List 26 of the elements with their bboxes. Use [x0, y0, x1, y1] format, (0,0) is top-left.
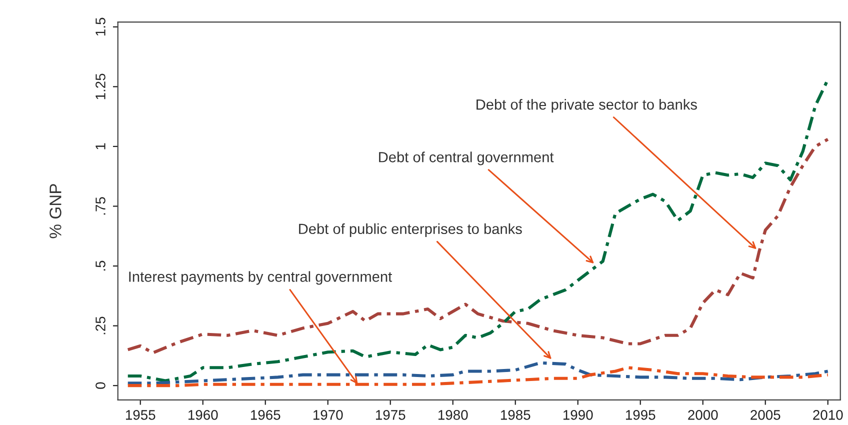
x-tick-label: 2010 — [813, 410, 843, 420]
x-tick-label: 2000 — [688, 410, 718, 420]
y-tick-label: 1.25 — [96, 74, 106, 100]
y-tick-label: .5 — [96, 260, 106, 271]
y-tick-label: 0 — [96, 382, 106, 389]
line-series — [126, 138, 830, 354]
x-tick-label: 1980 — [438, 410, 468, 420]
x-tick-label: 1970 — [313, 410, 343, 420]
annotation: Debt of the private sector to banks — [476, 99, 697, 113]
y-tick-label: 1 — [96, 143, 106, 150]
y-tick-label: .25 — [96, 316, 106, 334]
x-tick-label: 1965 — [250, 410, 280, 420]
y-tick-label: .75 — [96, 197, 106, 215]
line-series — [126, 361, 830, 385]
x-tick-label: 1955 — [126, 410, 156, 420]
annotation: Interest payments by central government — [129, 271, 392, 285]
x-tick-label: 1975 — [376, 410, 406, 420]
x-tick-label: 1960 — [188, 410, 218, 420]
y-tick-label: 1.5 — [96, 18, 106, 36]
x-tick-label: 1985 — [500, 410, 530, 420]
x-tick-label: 1990 — [563, 410, 593, 420]
x-tick-label: 1995 — [626, 410, 656, 420]
annotation: Debt of central government — [379, 152, 554, 166]
y-axis-title: % GNP — [50, 184, 62, 238]
annotation: Debt of public enterprises to banks — [299, 223, 522, 237]
x-tick-label: 2005 — [750, 410, 780, 420]
